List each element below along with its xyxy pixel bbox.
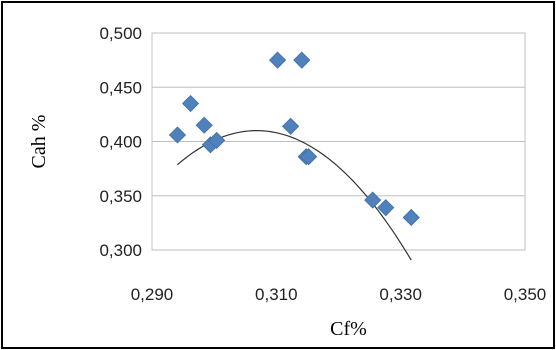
data-point: [269, 51, 287, 69]
data-point: [377, 199, 395, 217]
x-tick-label: 0,350: [504, 285, 547, 304]
data-point: [282, 117, 300, 135]
y-tick-label: 0,300: [99, 241, 142, 260]
x-tick-label: 0,290: [131, 285, 174, 304]
data-point: [364, 191, 382, 209]
data-point: [168, 126, 187, 144]
y-axis-title: Cah %: [28, 115, 50, 169]
x-tick-label: 0,330: [379, 285, 422, 304]
y-axis-tick-labels: 0,300 0,350 0,400 0,450 0,500: [99, 24, 142, 260]
data-point: [300, 148, 318, 166]
gridlines: [151, 32, 526, 251]
y-tick-label: 0,450: [99, 78, 142, 97]
y-tick-label: 0,400: [99, 133, 142, 152]
data-points: [168, 51, 420, 227]
data-point: [402, 208, 420, 227]
y-tick-label: 0,350: [99, 187, 142, 206]
x-tick-label: 0,310: [255, 285, 298, 304]
data-point: [293, 51, 311, 69]
y-tick-label: 0,500: [99, 24, 142, 43]
x-axis-tick-labels: 0,290 0,310 0,330 0,350: [131, 285, 547, 304]
data-point: [195, 116, 213, 134]
data-point: [208, 131, 226, 149]
x-axis-title: Cf%: [330, 318, 367, 340]
data-point: [181, 94, 200, 113]
